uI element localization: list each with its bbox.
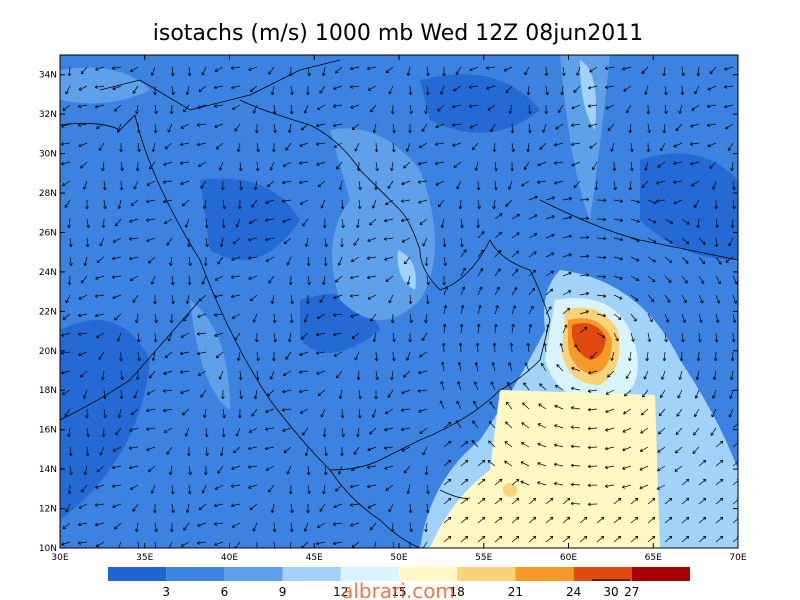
lon-tick-label: 35E xyxy=(136,553,153,563)
colorbar-box xyxy=(399,567,458,581)
lat-tick-label: 14N xyxy=(39,465,57,475)
lat-tick-label: 28N xyxy=(39,189,57,199)
colorbar-label: 9 xyxy=(279,585,287,599)
lat-tick-label: 20N xyxy=(39,347,57,357)
lat-tick-label: 30N xyxy=(39,150,57,160)
colorbar-box xyxy=(631,567,690,581)
lat-tick-label: 26N xyxy=(39,228,57,238)
lon-tick-label: 50E xyxy=(390,553,407,563)
lon-tick-label: 65E xyxy=(645,553,662,563)
colorbar-box xyxy=(573,567,632,581)
lon-tick-label: 55E xyxy=(475,553,492,563)
lon-tick-label: 40E xyxy=(221,553,238,563)
colorbar-label: 24 xyxy=(566,585,581,599)
map-title: isotachs (m/s) 1000 mb Wed 12Z 08jun2011 xyxy=(153,21,643,46)
colorbar-box xyxy=(166,567,225,581)
lon-tick-label: 30E xyxy=(51,553,68,563)
colorbar-label: 21 xyxy=(508,585,523,599)
reference-vector-label: 30 xyxy=(603,585,618,599)
colorbar: 3 6 9 12 15 18 21 24 27 xyxy=(108,567,690,599)
colorbar-label: 15 xyxy=(391,585,406,599)
lon-tick-label: 70E xyxy=(729,553,746,563)
colorbar-box xyxy=(224,567,283,581)
colorbar-label: 12 xyxy=(333,585,348,599)
wind-vectors xyxy=(60,66,738,548)
lat-tick-label: 16N xyxy=(39,426,57,436)
lat-tick-label: 10N xyxy=(39,544,57,554)
colorbar-label: 6 xyxy=(221,585,229,599)
lon-tick-label: 45E xyxy=(306,553,323,563)
lat-tick-label: 24N xyxy=(39,268,57,278)
watermark: albrari.com xyxy=(341,579,455,600)
lon-tick-label: 60E xyxy=(560,553,577,563)
colorbar-label: 3 xyxy=(162,585,170,599)
lat-tick-label: 34N xyxy=(39,71,57,81)
lat-tick-label: 32N xyxy=(39,110,57,120)
lat-tick-label: 18N xyxy=(39,386,57,396)
colorbar-label: 18 xyxy=(450,585,465,599)
lat-tick-label: 12N xyxy=(39,505,57,515)
colorbar-box xyxy=(515,567,574,581)
colorbar-box xyxy=(340,567,399,581)
colorbar-box xyxy=(282,567,341,581)
map-field xyxy=(60,55,738,548)
lat-tick-label: 22N xyxy=(39,307,57,317)
colorbar-box xyxy=(108,567,167,581)
colorbar-box xyxy=(457,567,516,581)
colorbar-label: 27 xyxy=(624,585,639,599)
